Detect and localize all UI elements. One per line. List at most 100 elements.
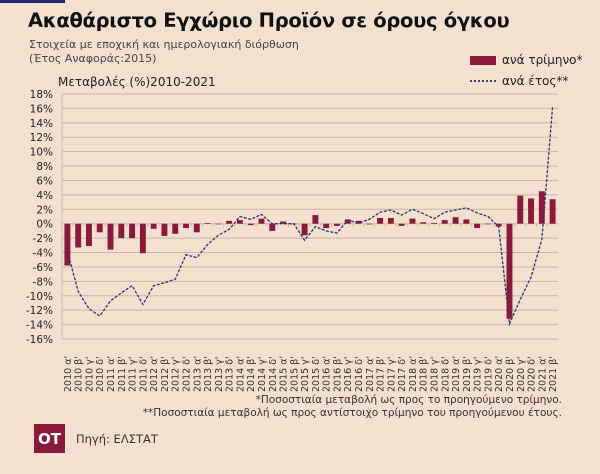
x-tick-label: 2019 δ' (483, 356, 494, 392)
x-tick-label: 2012 γ' (171, 357, 182, 392)
bar (280, 221, 287, 224)
x-tick-label: 2013 γ' (214, 357, 225, 392)
bar (150, 223, 157, 229)
bar (377, 217, 384, 224)
bar (452, 217, 459, 224)
x-tick-label: 2013 β' (203, 356, 214, 392)
y-tick-label: 8% (36, 161, 53, 173)
y-tick-label: 0% (36, 219, 53, 231)
y-tick-label: 10% (30, 147, 53, 159)
x-tick-label: 2011 γ' (128, 357, 139, 392)
y-tick-label: -4% (33, 248, 53, 260)
bar (441, 220, 448, 224)
annual-change-line (66, 106, 554, 327)
y-tick-label: 2% (36, 204, 53, 216)
bar (118, 223, 125, 239)
y-tick-label: -10% (26, 291, 53, 303)
bar (301, 223, 308, 236)
x-tick-label: 2012 α' (149, 356, 160, 392)
subtitle-reference-year: (Έτος Αναφοράς:2015) (29, 52, 157, 65)
y-tick-label: 6% (36, 175, 53, 187)
bar (323, 223, 330, 229)
bar (236, 220, 243, 224)
bar (64, 223, 71, 266)
bar (75, 223, 82, 248)
bar (183, 223, 189, 229)
x-tick-label: 2020 γ' (516, 357, 527, 392)
x-tick-label: 2018 α' (408, 356, 419, 392)
x-tick-label: 2020 δ' (527, 356, 538, 392)
x-tick-label: 2010 γ' (84, 357, 95, 392)
x-tick-label: 2014 γ' (257, 357, 268, 392)
x-tick-label: 2010 α' (63, 356, 74, 392)
ot-logo: ΟΤ (34, 424, 65, 453)
legend-line-swatch (470, 80, 496, 82)
bar (129, 223, 136, 239)
x-tick-label: 2021 β' (548, 356, 559, 392)
bar (107, 223, 114, 250)
bar (215, 223, 222, 225)
x-tick-label: 2017 γ' (386, 357, 397, 392)
bar (355, 220, 362, 224)
x-tick-label: 2010 β' (74, 356, 85, 392)
x-tick-label: 2012 δ' (182, 356, 193, 392)
bar (409, 218, 416, 224)
bar (333, 223, 340, 226)
bar (139, 223, 146, 254)
bar (85, 223, 92, 247)
y-tick-label: 18% (30, 89, 53, 101)
bar (431, 222, 437, 224)
x-tick-label: 2015 β' (289, 356, 300, 392)
y-tick-label: 16% (30, 103, 53, 115)
y-tick-label: -8% (33, 276, 53, 288)
legend-item-quarterly: ανά τρίμηνο* (470, 53, 583, 67)
y-tick-label: 14% (30, 118, 53, 130)
bar (193, 223, 200, 233)
x-tick-label: 2014 α' (235, 356, 246, 392)
bar (549, 199, 556, 224)
x-tick-label: 2014 β' (246, 356, 257, 392)
bar (161, 223, 168, 236)
bar (204, 222, 211, 224)
x-tick-label: 2020 α' (494, 356, 505, 392)
x-tick-label: 2017 β' (376, 356, 387, 392)
bar (312, 215, 319, 224)
top-accent-bar (0, 0, 65, 3)
bar (538, 191, 545, 224)
x-tick-label: 2018 β' (419, 356, 430, 392)
y-tick-label: 4% (36, 190, 53, 202)
bar (506, 223, 513, 319)
x-tick-label: 2021 α' (537, 356, 548, 392)
bar (226, 220, 233, 224)
x-tick-label: 2017 α' (365, 356, 376, 392)
bar (517, 195, 524, 224)
x-tick-label: 2020 β' (505, 356, 516, 392)
x-tick-label: 2011 δ' (138, 356, 149, 392)
footnote-annual: **Ποσοστιαία μεταβολή ως προς αντίστοιχο… (142, 407, 562, 419)
x-tick-label: 2019 α' (451, 356, 462, 392)
x-tick-label: 2018 γ' (430, 357, 441, 392)
subtitle: Στοιχεία με εποχική και ημερολογιακή διό… (29, 38, 299, 51)
bar (528, 198, 535, 224)
x-tick-label: 2016 β' (332, 356, 343, 392)
bar (258, 218, 265, 224)
bar (366, 223, 373, 225)
footnote-quarterly: *Ποσοστιαία μεταβολή ως προς το προηγούμ… (255, 394, 562, 406)
x-tick-label: 2016 α' (322, 356, 333, 392)
x-tick-label: 2012 β' (160, 356, 171, 392)
legend-label: ανά έτος** (502, 74, 569, 88)
bar (172, 223, 179, 234)
bar (484, 223, 491, 225)
bar (247, 223, 254, 226)
x-tick-label: 2014 δ' (268, 356, 279, 392)
y-tick-label: -16% (26, 334, 53, 346)
x-tick-label: 2017 δ' (397, 356, 408, 392)
x-tick-label: 2015 γ' (300, 357, 311, 392)
x-tick-label: 2019 γ' (473, 357, 484, 392)
x-tick-label: 2011 β' (117, 356, 128, 392)
chart-title: Μεταβολές (%)2010-2021 (58, 75, 216, 89)
x-tick-label: 2015 δ' (311, 356, 322, 392)
legend-item-annual: ανά έτος** (470, 74, 568, 88)
page-title: Ακαθάριστο Εγχώριο Προϊόν σε όρους όγκου (28, 9, 510, 32)
